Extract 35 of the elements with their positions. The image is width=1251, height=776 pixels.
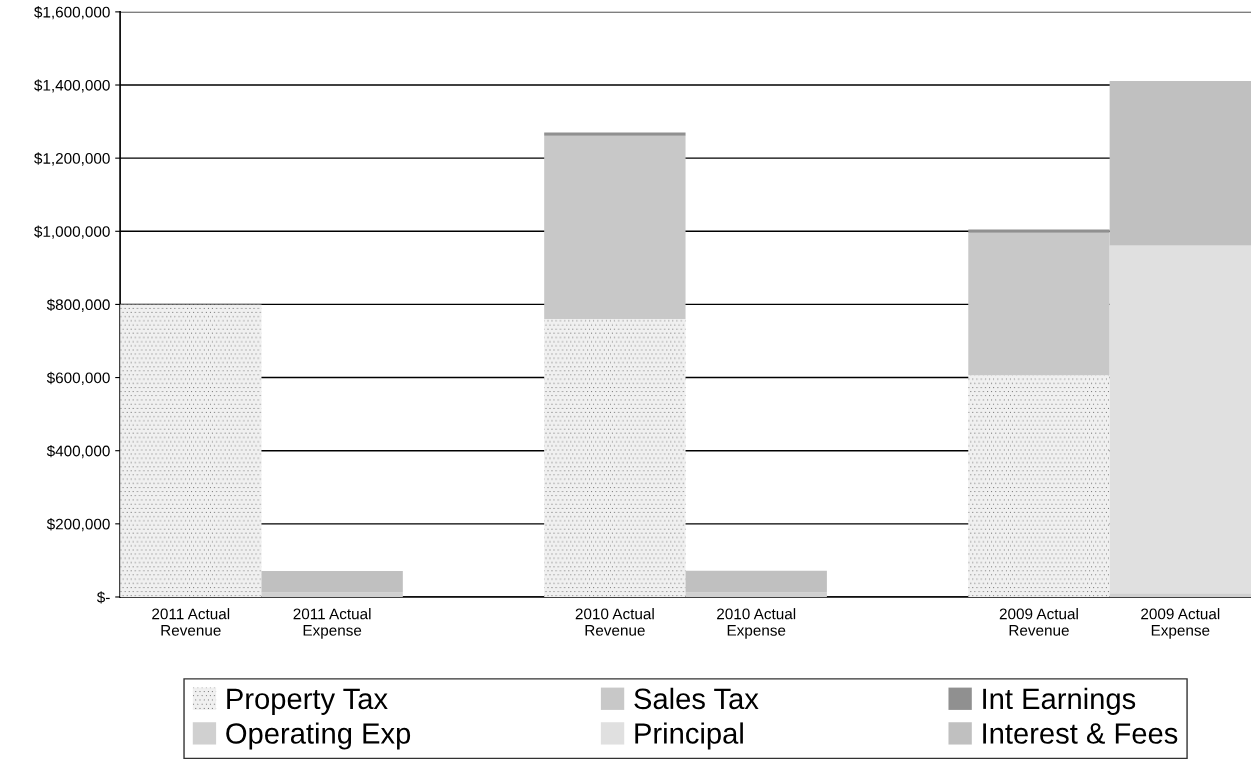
bar [685, 592, 827, 597]
y-tick-label: $1,600,000 [34, 6, 110, 20]
bar [544, 132, 686, 136]
bar [968, 375, 1110, 597]
y-tick-label: $1,200,000 [34, 152, 110, 166]
bar [1109, 245, 1251, 594]
legend-label: Operating Exp [226, 722, 411, 750]
y-tick-label: $- [96, 591, 110, 604]
bar [261, 592, 403, 597]
bar [968, 229, 1110, 233]
legend-label: Sales Tax [634, 687, 759, 710]
x-tick-label: 2010 Actual Expense [717, 608, 796, 639]
y-tick-label: $800,000 [46, 298, 110, 312]
bar [685, 570, 827, 593]
y-tick-label: $400,000 [46, 444, 110, 459]
bar [544, 135, 686, 320]
y-tick-label: $600,000 [46, 371, 110, 386]
legend-label: Interest & Fees [983, 723, 1178, 744]
legend-label: Int Earnings [983, 687, 1136, 715]
bar [968, 232, 1110, 376]
bar [1109, 80, 1251, 246]
bar [544, 319, 686, 597]
y-tick-label: $1,000,000 [34, 225, 110, 239]
x-tick-label: 2010 Actual Revenue [575, 608, 654, 636]
bar [261, 571, 403, 593]
x-tick-label: 2009 Actual Expense [1141, 608, 1220, 639]
bar [1109, 593, 1251, 597]
x-tick-label: 2011 Actual Revenue [152, 608, 230, 636]
y-tick-label: $1,400,000 [34, 79, 110, 93]
legend-label: Principal [635, 722, 743, 750]
y-tick-label: $200,000 [46, 518, 110, 532]
bar [120, 304, 262, 597]
legend-label: Property Tax [227, 688, 388, 715]
x-tick-label: 2011 Actual Expense [293, 608, 371, 639]
x-tick-label: 2009 Actual Revenue [999, 608, 1078, 636]
